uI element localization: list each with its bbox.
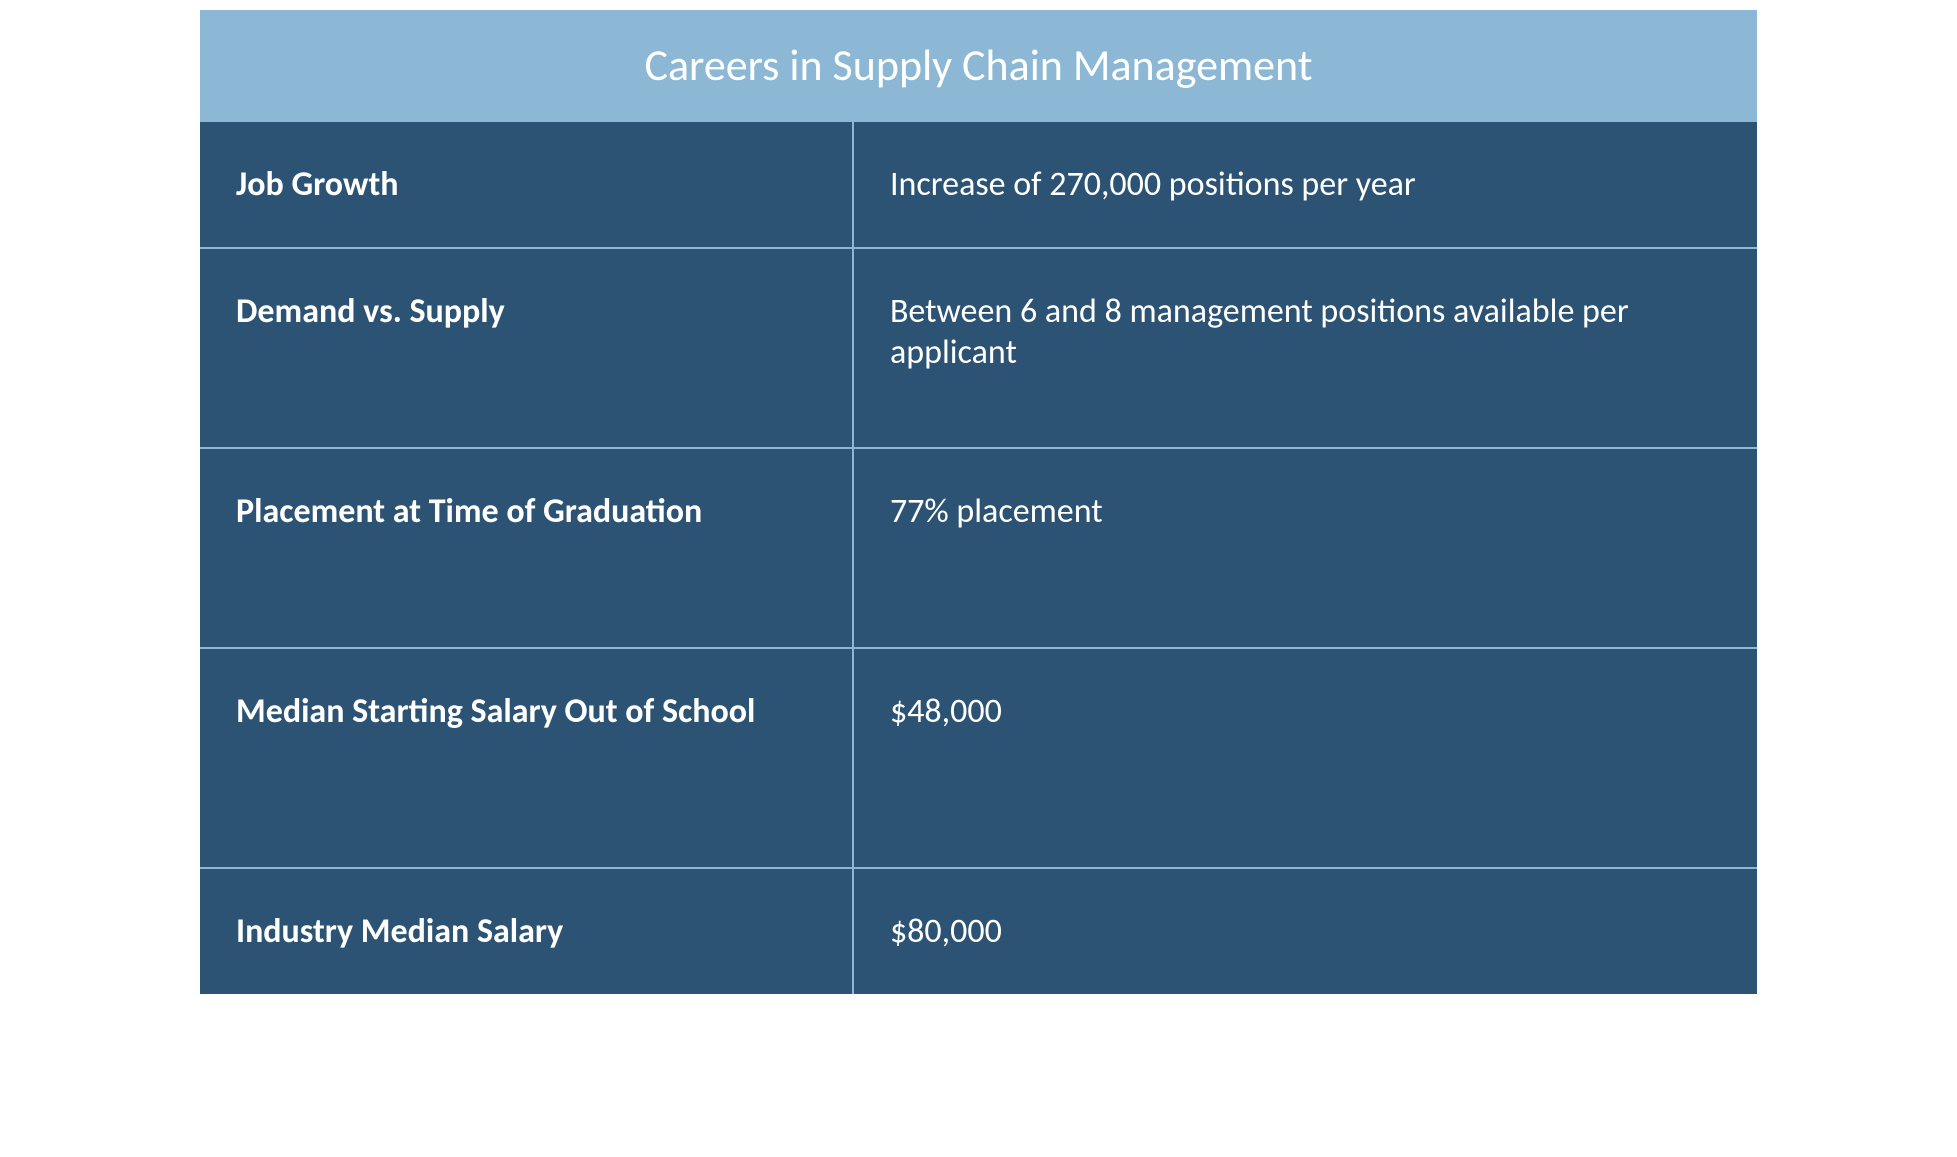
table-row: Placement at Time of Graduation 77% plac…	[200, 447, 1757, 647]
row-value: Between 6 and 8 management positions ava…	[854, 249, 1757, 447]
row-label: Placement at Time of Graduation	[200, 449, 854, 647]
careers-table: Careers in Supply Chain Management Job G…	[200, 10, 1757, 994]
table-row: Demand vs. Supply Between 6 and 8 manage…	[200, 247, 1757, 447]
row-value: $48,000	[854, 649, 1757, 867]
row-label: Demand vs. Supply	[200, 249, 854, 447]
row-label: Industry Median Salary	[200, 869, 854, 994]
row-value: $80,000	[854, 869, 1757, 994]
table-row: Industry Median Salary $80,000	[200, 867, 1757, 994]
table-title: Careers in Supply Chain Management	[220, 38, 1737, 92]
table-header: Careers in Supply Chain Management	[200, 10, 1757, 120]
row-value: 77% placement	[854, 449, 1757, 647]
table-row: Job Growth Increase of 270,000 positions…	[200, 120, 1757, 247]
row-label: Job Growth	[200, 122, 854, 247]
row-value: Increase of 270,000 positions per year	[854, 122, 1757, 247]
row-label: Median Starting Salary Out of School	[200, 649, 854, 867]
table-row: Median Starting Salary Out of School $48…	[200, 647, 1757, 867]
